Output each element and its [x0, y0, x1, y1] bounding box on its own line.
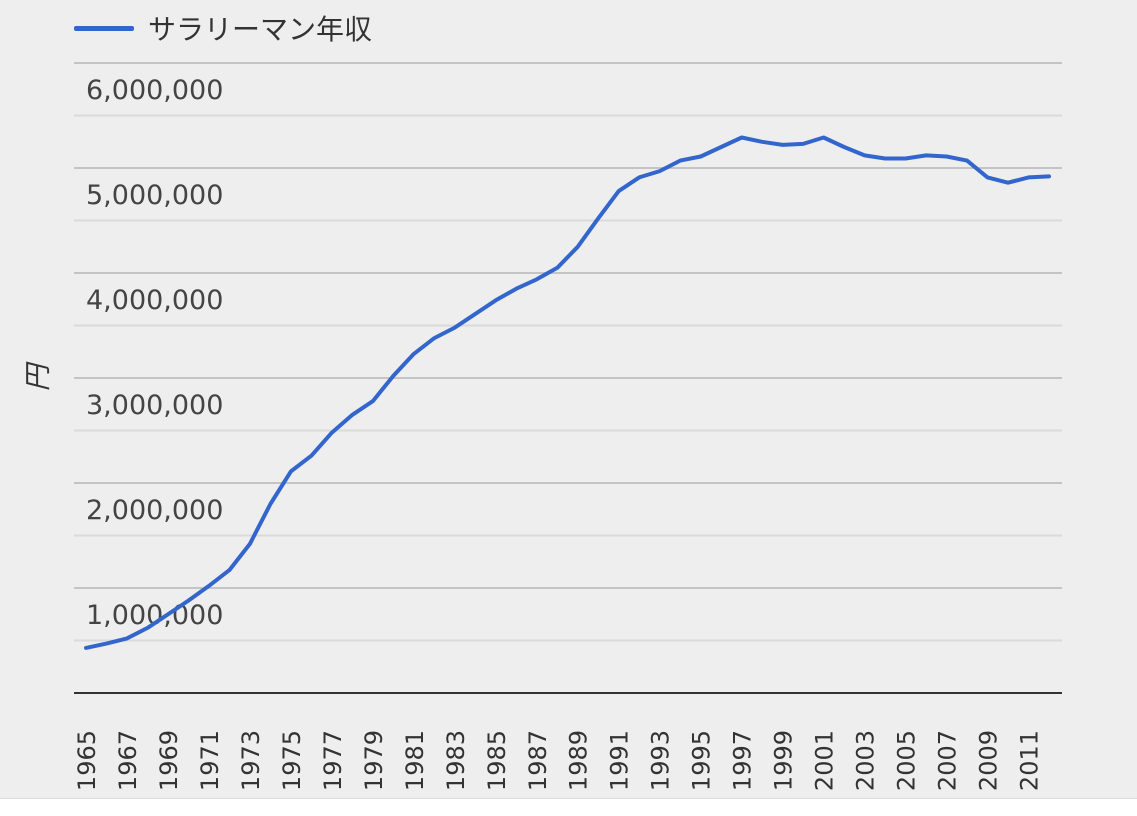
x-tick-label: 1973 — [237, 730, 265, 791]
x-tick-label: 2007 — [934, 730, 962, 791]
x-tick-label: 1985 — [483, 730, 511, 791]
x-tick-label: 1979 — [360, 730, 388, 791]
x-tick-label: 1987 — [524, 730, 552, 791]
x-tick-label: 1999 — [770, 730, 798, 791]
x-tick-label: 2009 — [975, 730, 1003, 791]
y-tick-label: 2,000,000 — [86, 495, 223, 526]
chart-area: サラリーマン年収 1,000,000 2,000,000 3,000,000 4,00… — [0, 0, 1137, 798]
x-tick-label: 1971 — [196, 730, 224, 791]
series-layer — [84, 135, 1051, 650]
y-tick-label: 5,000,000 — [86, 180, 223, 211]
x-tick-label: 1997 — [729, 730, 757, 791]
x-tick-label: 2003 — [852, 730, 880, 791]
x-tick-label: 1983 — [442, 730, 470, 791]
y-tick-label: 3,000,000 — [86, 390, 223, 421]
gridlines — [74, 62, 1062, 642]
x-axis-ticks: 1965 1967 1969 1971 1973 1975 1977 1979 1981 1983… — [73, 730, 1044, 791]
legend-swatch — [74, 25, 134, 31]
x-tick-label: 1995 — [688, 730, 716, 791]
x-tick-label: 2005 — [893, 730, 921, 791]
x-tick-label: 1993 — [647, 730, 675, 791]
x-tick-label: 1969 — [155, 730, 183, 791]
y-axis-label: 円 — [23, 362, 54, 392]
x-tick-label: 1991 — [606, 730, 634, 791]
series-line — [84, 135, 1051, 650]
x-tick-label: 1989 — [565, 730, 593, 791]
x-tick-label: 1967 — [114, 730, 142, 791]
x-tick-label: 2001 — [811, 730, 839, 791]
x-tick-label: 1977 — [319, 730, 347, 791]
x-tick-label: 2011 — [1016, 730, 1044, 791]
bottom-strip — [0, 798, 1137, 816]
y-tick-label: 1,000,000 — [86, 600, 223, 631]
legend-label: サラリーマン年収 — [148, 13, 373, 46]
x-tick-label: 1981 — [401, 730, 429, 791]
y-axis-ticks: 1,000,000 2,000,000 3,000,000 4,000,000 5,00… — [86, 75, 223, 631]
legend: サラリーマン年収 — [74, 8, 372, 48]
y-tick-label: 4,000,000 — [86, 285, 223, 316]
x-tick-label: 1965 — [73, 730, 101, 791]
y-tick-label: 6,000,000 — [86, 75, 223, 106]
line-chart: 1,000,000 2,000,000 3,000,000 4,000,000 5,00… — [23, 62, 1062, 791]
x-tick-label: 1975 — [278, 730, 306, 791]
